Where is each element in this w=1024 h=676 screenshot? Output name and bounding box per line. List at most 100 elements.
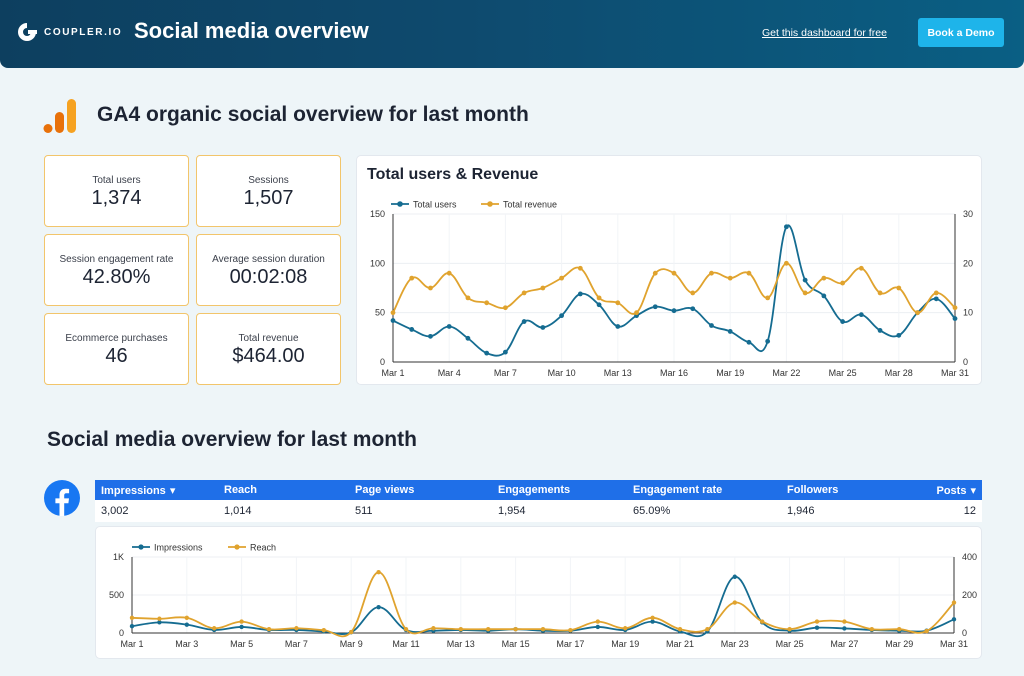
column-header-reach[interactable]: Reach — [224, 484, 258, 496]
data-point — [952, 316, 958, 321]
data-point — [650, 615, 655, 620]
x-tick-label: Mar 4 — [438, 368, 461, 378]
impressions-reach-chart: 0 0 500 200 1K 400 Mar 1 Mar 3 Mar 5 Mar 7 Mar 9 Ma… — [109, 543, 977, 650]
data-point — [403, 627, 409, 632]
book-demo-button[interactable]: Book a Demo — [918, 18, 1004, 47]
x-tick-label: Mar 5 — [230, 639, 253, 649]
data-point — [802, 277, 808, 283]
data-point — [129, 623, 135, 629]
x-tick-label: Mar 29 — [885, 639, 913, 649]
data-point — [559, 313, 564, 319]
data-point — [390, 310, 396, 316]
users-revenue-chart: 0 0 50 10 100 20 150 30 Mar 1 Mar 4 Mar 7 Mar 10 Mar… — [370, 200, 973, 379]
cell-reach: 1,014 — [224, 505, 252, 517]
kpi-total-users: Total users 1,374 — [44, 155, 189, 227]
social-section-title: Social media overview for last month — [47, 428, 417, 451]
data-point — [615, 300, 621, 306]
data-point — [840, 280, 845, 286]
x-tick-label: Mar 7 — [285, 639, 308, 649]
data-point — [409, 327, 415, 332]
facebook-icon — [44, 480, 80, 516]
column-header-posts[interactable]: Posts ▾ — [937, 484, 977, 497]
y-right-tick-label: 200 — [962, 590, 977, 600]
data-point — [652, 270, 658, 276]
data-point — [513, 627, 518, 632]
legend-label: Impressions — [154, 543, 203, 553]
data-point — [390, 318, 396, 323]
x-tick-label: Mar 7 — [494, 368, 517, 378]
data-point — [896, 332, 902, 338]
cell-engagement-rate: 65.09% — [633, 505, 671, 517]
x-tick-label: Mar 22 — [772, 368, 800, 378]
data-point — [294, 626, 299, 631]
data-point — [760, 619, 765, 624]
kpi-value: 1,374 — [91, 187, 142, 209]
data-point — [784, 224, 789, 230]
data-point — [595, 619, 600, 624]
data-point — [486, 627, 491, 632]
column-header-label: Impressions — [101, 484, 166, 497]
data-point — [650, 619, 655, 624]
data-point — [877, 290, 883, 296]
data-point — [458, 627, 463, 632]
data-point — [933, 296, 939, 302]
data-point — [266, 627, 272, 632]
data-point — [821, 293, 827, 299]
cell-posts: 12 — [963, 505, 976, 517]
data-point — [765, 338, 771, 344]
data-point — [746, 339, 752, 345]
data-point — [465, 295, 471, 301]
logo-text: COUPLER.IO — [44, 26, 123, 38]
data-point — [540, 325, 546, 330]
column-header-followers[interactable]: Followers — [787, 484, 839, 496]
sort-desc-icon: ▾ — [970, 484, 976, 497]
data-point — [671, 308, 677, 314]
data-point — [428, 333, 433, 339]
data-point — [842, 619, 847, 624]
kpi-total-revenue: Total revenue $464.00 — [196, 313, 341, 385]
data-point — [521, 319, 527, 324]
data-point — [897, 627, 902, 632]
data-point — [952, 305, 958, 311]
data-point — [376, 570, 381, 575]
data-point — [765, 295, 771, 301]
cell-engagements: 1,954 — [498, 505, 526, 517]
data-point — [933, 290, 939, 296]
data-point — [951, 617, 957, 622]
get-dashboard-link[interactable]: Get this dashboard for free — [762, 27, 887, 39]
data-point — [349, 629, 354, 635]
data-point — [596, 302, 602, 308]
y-right-tick-label: 0 — [962, 628, 967, 638]
y-right-tick-label: 0 — [963, 357, 968, 367]
y-left-tick-label: 0 — [380, 357, 385, 367]
column-header-impressions[interactable]: Impressions ▾ — [101, 484, 175, 497]
coupler-logo[interactable]: COUPLER.IO — [16, 21, 122, 43]
data-point — [596, 295, 602, 301]
cell-page-views: 511 — [355, 505, 373, 517]
series-line-reach — [131, 571, 955, 638]
column-header-engagement-rate[interactable]: Engagement rate — [633, 484, 723, 496]
data-point — [924, 628, 929, 634]
data-point — [239, 624, 244, 630]
data-point — [709, 270, 714, 276]
data-point — [129, 615, 135, 620]
column-header-page-views[interactable]: Page views — [355, 484, 415, 496]
legend-marker — [138, 544, 144, 550]
column-header-engagements[interactable]: Engagements — [498, 484, 571, 496]
kpi-value: 46 — [105, 345, 128, 367]
kpi-value: $464.00 — [232, 345, 305, 367]
y-right-tick-label: 30 — [963, 209, 973, 219]
x-tick-label: Mar 27 — [830, 639, 858, 649]
x-tick-label: Mar 25 — [829, 368, 857, 378]
x-tick-label: Mar 31 — [940, 639, 968, 649]
x-tick-label: Mar 13 — [447, 639, 475, 649]
impressions-reach-chart-card: 0 0 500 200 1K 400 Mar 1 Mar 3 Mar 5 Mar 7 Mar 9 Ma… — [95, 526, 982, 659]
kpi-average-session-duration: Average session duration 00:02:08 — [196, 234, 341, 306]
cell-impressions: 3,002 — [101, 505, 129, 517]
data-point — [709, 323, 714, 328]
data-point — [869, 627, 874, 632]
kpi-label: Total revenue — [238, 333, 299, 344]
data-point — [577, 291, 583, 297]
data-point — [746, 270, 752, 276]
x-tick-label: Mar 16 — [660, 368, 688, 378]
